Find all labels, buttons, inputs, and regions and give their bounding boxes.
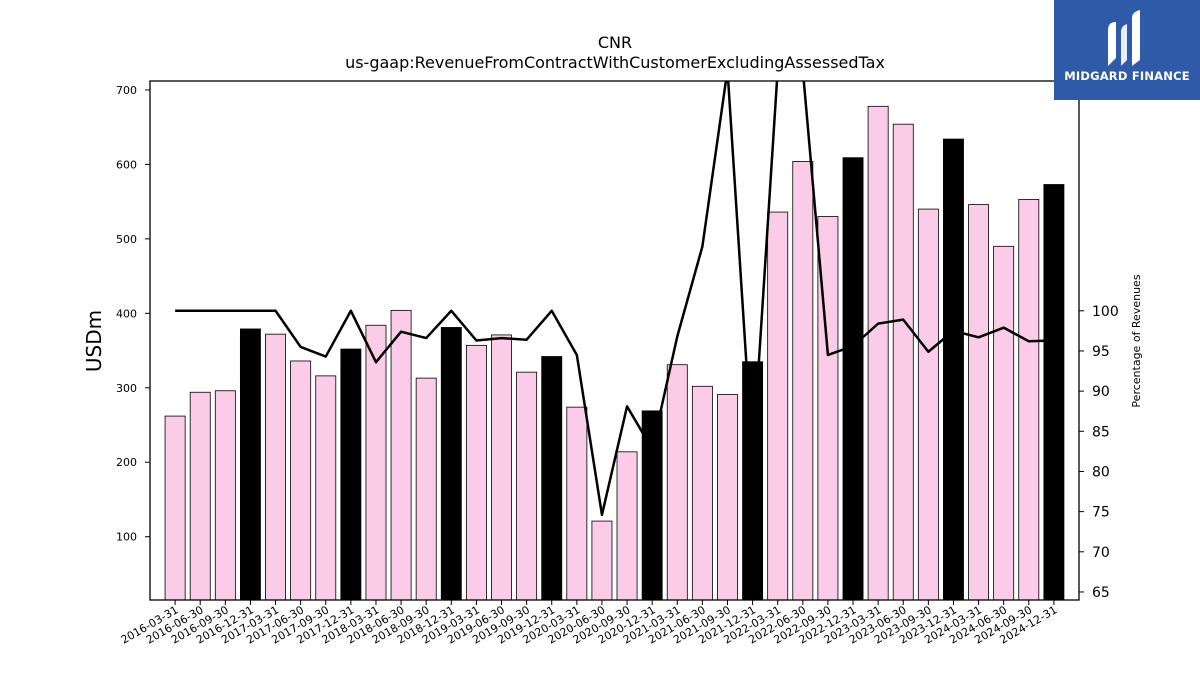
bar-2018-06-30 — [390, 309, 412, 601]
bar-2018-09-30 — [415, 377, 437, 601]
bar-2023-06-30 — [892, 123, 914, 601]
bar-2020-06-30 — [591, 520, 613, 601]
bar-2022-12-31 — [842, 157, 864, 601]
bar-2017-09-30 — [315, 375, 337, 601]
y2-tick-label-100: 100 — [1092, 304, 1119, 320]
y2-tick-label-85: 85 — [1092, 424, 1110, 440]
y2-tick-label-80: 80 — [1092, 464, 1110, 480]
y-axis-label: USDm — [82, 310, 106, 372]
y-tick-label-300: 300 — [116, 382, 137, 395]
bar-2023-03-31 — [867, 105, 889, 601]
bar-2024-12-31 — [1043, 184, 1065, 601]
bar-2018-12-31 — [440, 327, 462, 601]
bar-2020-03-31 — [566, 406, 588, 601]
bar-2021-12-31 — [742, 361, 764, 601]
bar-2016-03-31 — [164, 415, 186, 601]
bar-2021-03-31 — [666, 364, 688, 601]
y2-tick-label-75: 75 — [1092, 505, 1110, 521]
bar-2022-06-30 — [792, 161, 814, 601]
bar-2017-06-30 — [290, 360, 312, 601]
bar-2022-03-31 — [767, 211, 789, 601]
bar-2020-09-30 — [616, 451, 638, 601]
y-tick-label-700: 700 — [116, 84, 137, 97]
bar-2019-12-31 — [541, 356, 563, 601]
bar-2016-09-30 — [214, 390, 236, 601]
logo-mark-icon — [1108, 10, 1140, 66]
bar-2019-09-30 — [516, 371, 538, 601]
bar-2017-12-31 — [340, 348, 362, 601]
y-tick-label-200: 200 — [116, 456, 137, 469]
y2-tick-label-95: 95 — [1092, 344, 1110, 360]
bar-2024-06-30 — [993, 245, 1015, 601]
y2-tick-label-90: 90 — [1092, 384, 1110, 400]
bar-2016-12-31 — [239, 328, 261, 601]
y-tick-label-100: 100 — [116, 531, 137, 544]
y-tick-label-400: 400 — [116, 307, 137, 320]
bar-2018-03-31 — [365, 324, 387, 601]
y2-tick-label-70: 70 — [1092, 545, 1110, 561]
bar-2019-06-30 — [491, 334, 512, 601]
bar-2023-09-30 — [917, 208, 939, 601]
plot-area: 1002003004005006007006570758085909510020… — [116, 80, 1119, 647]
logo-text: MIDGARD FINANCE — [1064, 69, 1190, 83]
bar-2024-09-30 — [1018, 198, 1040, 601]
y2-tick-label-65: 65 — [1092, 585, 1110, 601]
percentage-line — [175, 81, 1054, 517]
y-tick-label-600: 600 — [116, 158, 137, 171]
y2-axis-label: Percentage of Revenues — [1130, 274, 1143, 407]
bar-2017-03-31 — [265, 333, 286, 601]
bar-2023-12-31 — [943, 138, 964, 601]
plot-frame — [149, 80, 1080, 601]
midgard-finance-logo: MIDGARD FINANCE — [1054, 0, 1200, 100]
bar-2016-06-30 — [189, 391, 211, 601]
bar-2019-03-31 — [465, 344, 487, 601]
chart-subtitle: us-gaap:RevenueFromContractWithCustomerE… — [345, 53, 885, 72]
bar-2021-09-30 — [717, 394, 738, 601]
bar-2024-03-31 — [968, 204, 990, 601]
y-tick-label-500: 500 — [116, 233, 137, 246]
bar-2021-06-30 — [691, 385, 713, 601]
chart-title: CNR — [598, 33, 632, 52]
